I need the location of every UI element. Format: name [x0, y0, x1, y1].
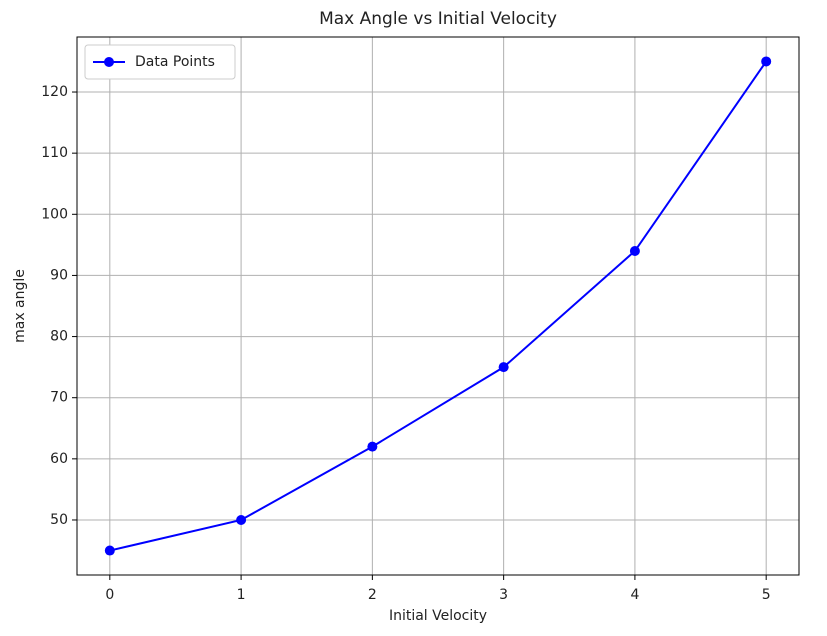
x-tick-label: 0	[105, 587, 114, 603]
y-tick-label: 90	[50, 267, 68, 283]
y-tick-label: 60	[50, 451, 68, 467]
legend-marker	[104, 57, 114, 67]
x-tick-label: 5	[762, 587, 771, 603]
data-point	[629, 245, 640, 256]
plot-frame	[76, 36, 800, 576]
data-point	[236, 514, 247, 525]
chart-title: Max Angle vs Initial Velocity	[319, 9, 557, 29]
data-point	[104, 545, 115, 556]
x-tick-label: 4	[630, 587, 639, 603]
y-tick-label: 110	[41, 145, 68, 161]
y-tick-label: 70	[50, 390, 68, 406]
y-tick-label: 80	[50, 329, 68, 345]
x-tick-label: 3	[499, 587, 508, 603]
y-tick-label: 100	[41, 206, 68, 222]
legend-label: Data Points	[135, 54, 215, 70]
y-tick-label: 120	[41, 84, 68, 100]
legend-box	[84, 44, 236, 80]
data-line	[109, 60, 768, 552]
y-tick-label: 50	[50, 512, 68, 528]
data-point	[367, 441, 378, 452]
y-axis-label: max angle	[12, 269, 28, 343]
x-tick-label: 2	[368, 587, 377, 603]
data-point	[761, 56, 772, 67]
data-point	[498, 362, 509, 373]
x-axis-label: Initial Velocity	[389, 608, 487, 624]
x-tick-label: 1	[237, 587, 246, 603]
